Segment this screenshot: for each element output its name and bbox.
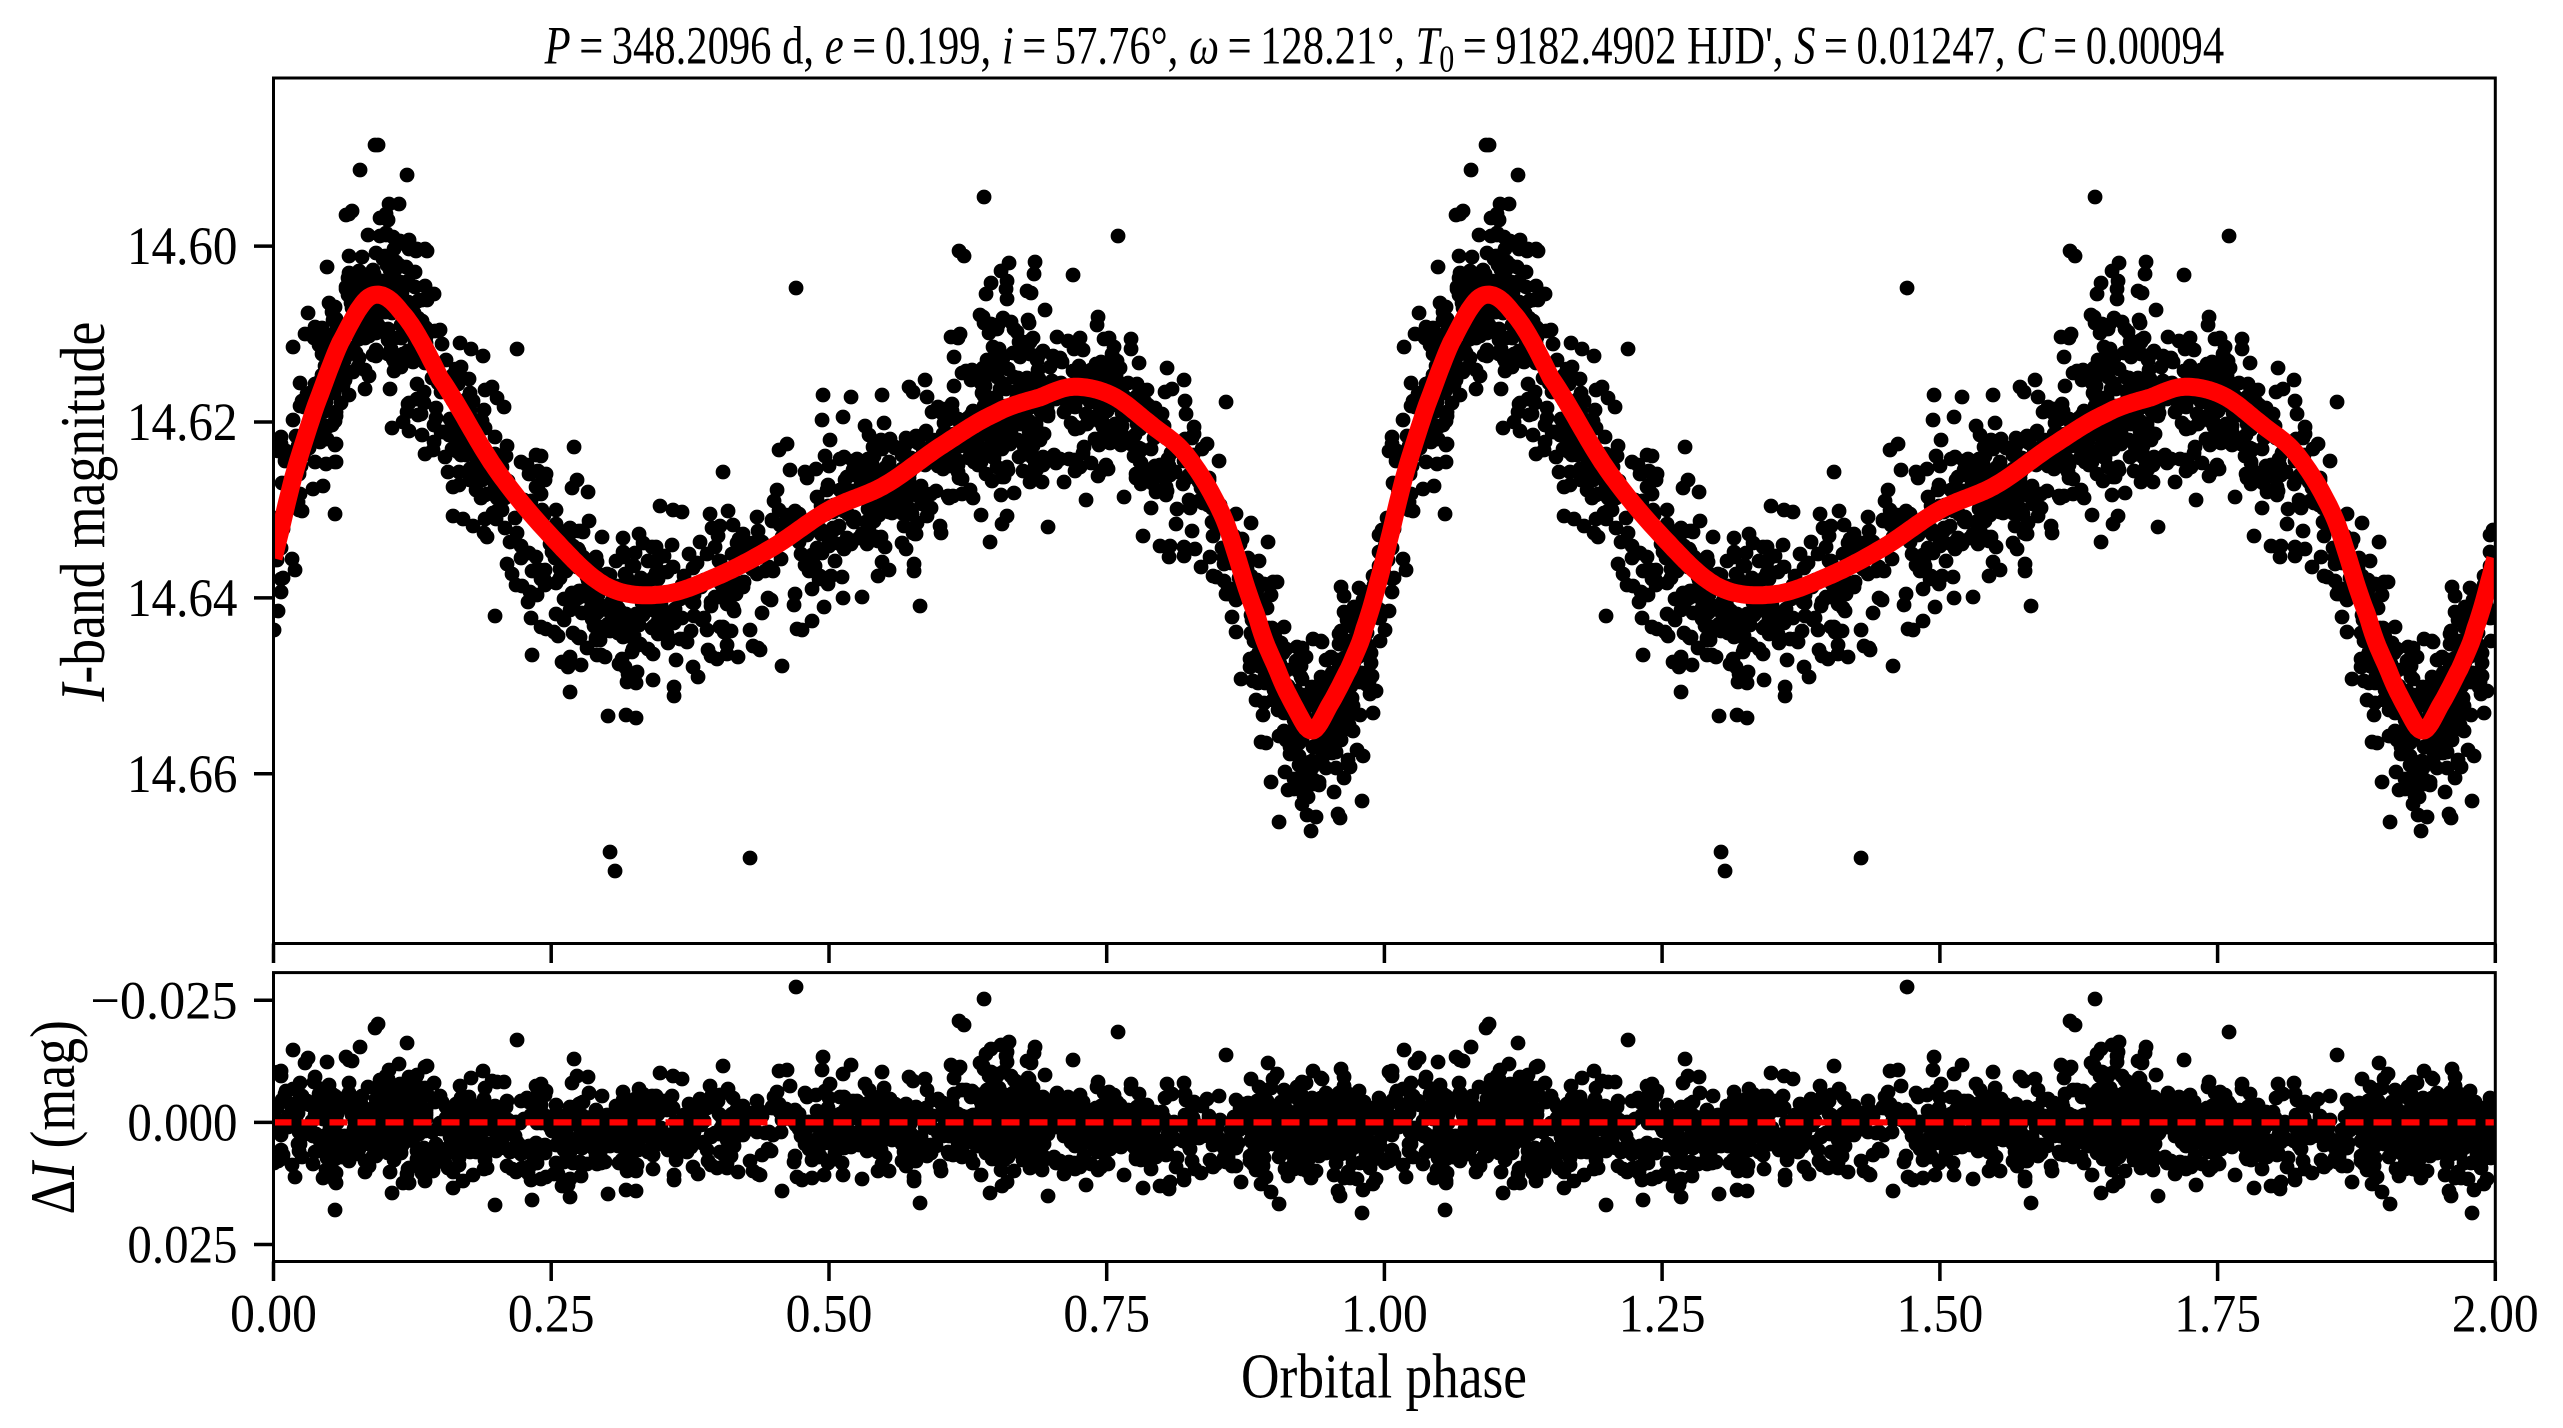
svg-text:1.25: 1.25 xyxy=(1619,1285,1706,1344)
svg-text:14.60: 14.60 xyxy=(127,217,238,277)
svg-text:0.75: 0.75 xyxy=(1063,1285,1150,1344)
svg-text:Orbital phase: Orbital phase xyxy=(1241,1340,1527,1412)
svg-text:14.62: 14.62 xyxy=(127,393,238,453)
svg-text:I-band magnitude: I-band magnitude xyxy=(47,322,119,703)
svg-text:14.66: 14.66 xyxy=(127,745,238,805)
svg-text:P = 348.2096 d, e = 0.199, i =: P = 348.2096 d, e = 0.199, i = 57.76°, ω… xyxy=(544,16,2224,81)
svg-text:0.000: 0.000 xyxy=(127,1093,237,1153)
svg-text:2.00: 2.00 xyxy=(2452,1285,2539,1344)
svg-text:14.64: 14.64 xyxy=(127,569,238,629)
svg-text:0.50: 0.50 xyxy=(786,1285,873,1344)
svg-text:ΔI (mag): ΔI (mag) xyxy=(17,1020,88,1215)
svg-text:−0.025: −0.025 xyxy=(90,972,237,1031)
svg-text:1.75: 1.75 xyxy=(2174,1285,2261,1344)
svg-text:0.00: 0.00 xyxy=(230,1285,317,1344)
svg-text:0.025: 0.025 xyxy=(127,1216,237,1276)
svg-text:0.25: 0.25 xyxy=(508,1285,595,1344)
svg-text:1.00: 1.00 xyxy=(1341,1285,1428,1344)
svg-text:1.50: 1.50 xyxy=(1897,1285,1984,1344)
